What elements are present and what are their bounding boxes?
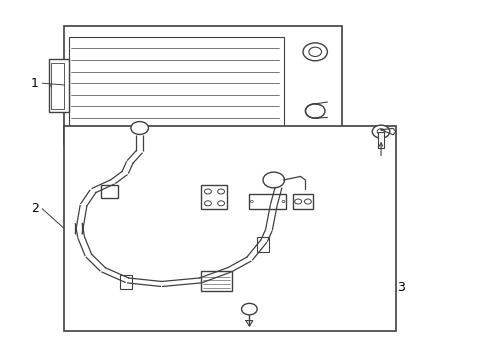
Circle shape — [263, 172, 284, 188]
Bar — [249, 194, 285, 209]
Bar — [293, 194, 312, 209]
Text: 2: 2 — [31, 202, 39, 215]
Circle shape — [217, 201, 224, 206]
Circle shape — [376, 129, 384, 134]
Bar — [51, 63, 64, 109]
Circle shape — [250, 201, 253, 203]
Bar — [101, 185, 118, 198]
Circle shape — [304, 199, 311, 204]
Circle shape — [308, 47, 321, 57]
Circle shape — [371, 125, 389, 138]
Circle shape — [131, 122, 148, 134]
Bar — [256, 237, 268, 252]
Text: 1: 1 — [31, 77, 39, 90]
Bar — [64, 126, 395, 330]
Circle shape — [51, 81, 62, 90]
Circle shape — [241, 303, 257, 315]
Bar — [49, 59, 69, 112]
Bar — [64, 26, 341, 144]
Circle shape — [282, 201, 285, 203]
Bar — [377, 132, 384, 148]
Circle shape — [217, 189, 224, 194]
Bar — [200, 185, 227, 209]
Text: 3: 3 — [396, 281, 404, 294]
Circle shape — [204, 189, 211, 194]
Circle shape — [305, 104, 325, 118]
Bar — [120, 275, 132, 289]
Bar — [69, 37, 283, 130]
Circle shape — [204, 201, 211, 206]
Bar — [200, 271, 232, 291]
Circle shape — [303, 43, 327, 61]
Circle shape — [294, 199, 301, 204]
